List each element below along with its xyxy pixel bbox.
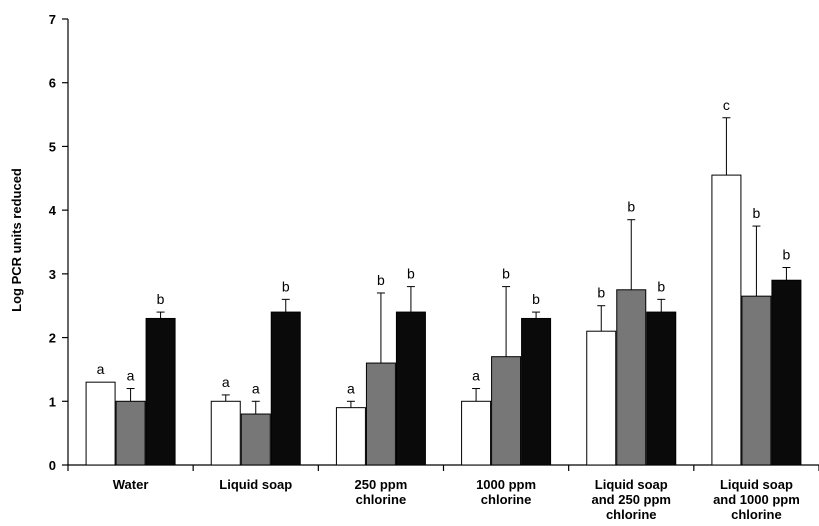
bar bbox=[115, 400, 146, 466]
y-tick-label: 1 bbox=[49, 394, 56, 409]
y-axis-label: Log PCR units reduced bbox=[9, 168, 24, 312]
bar bbox=[240, 413, 271, 466]
category-label-line: Water bbox=[113, 477, 149, 492]
category-label-line: chlorine bbox=[356, 492, 407, 507]
significance-label: b bbox=[532, 291, 540, 307]
category-label: Liquid soap and 250 ppm chlorine bbox=[592, 477, 671, 522]
bar bbox=[646, 311, 677, 466]
category-label: Liquid soap bbox=[219, 477, 292, 492]
significance-label: c bbox=[723, 97, 730, 113]
bar bbox=[395, 311, 426, 466]
category-label-line: and 250 ppm bbox=[592, 492, 671, 507]
significance-label: b bbox=[502, 266, 510, 282]
bar bbox=[145, 317, 176, 466]
category-label-line: and 1000 ppm bbox=[713, 492, 800, 507]
bar bbox=[586, 330, 617, 466]
bar bbox=[711, 174, 742, 466]
category-label: Liquid soap and 1000 ppm chlorine bbox=[713, 477, 800, 522]
category-label-line: Liquid soap bbox=[595, 477, 668, 492]
category-label: 250 ppm chlorine bbox=[355, 477, 408, 507]
significance-label: b bbox=[157, 291, 165, 307]
category-label-line: Liquid soap bbox=[720, 477, 793, 492]
bar bbox=[210, 400, 241, 466]
bar bbox=[616, 289, 647, 466]
y-tick-label: 4 bbox=[49, 203, 57, 218]
category-label-line: chlorine bbox=[481, 492, 532, 507]
significance-label: a bbox=[222, 374, 230, 390]
y-tick-label: 2 bbox=[49, 331, 56, 346]
y-tick-label: 6 bbox=[49, 76, 56, 91]
category-label: Water bbox=[113, 477, 149, 492]
significance-label: b bbox=[407, 266, 415, 282]
category-label-line: 250 ppm bbox=[355, 477, 408, 492]
bar bbox=[461, 400, 492, 466]
significance-label: a bbox=[127, 368, 135, 384]
bar bbox=[85, 381, 116, 466]
significance-label: a bbox=[347, 380, 355, 396]
bars-group: a a b a a b a b b a b b b b b c b b bbox=[85, 97, 802, 466]
y-tick-label: 0 bbox=[49, 458, 56, 473]
category-label-line: Liquid soap bbox=[219, 477, 292, 492]
y-tick-label: 7 bbox=[49, 12, 56, 27]
category-label: 1000 ppm chlorine bbox=[476, 477, 536, 507]
significance-label: a bbox=[252, 380, 260, 396]
significance-label: a bbox=[472, 368, 480, 384]
bar bbox=[365, 362, 396, 466]
category-label-line: chlorine bbox=[731, 507, 782, 522]
significance-label: b bbox=[783, 246, 791, 262]
bar bbox=[521, 317, 552, 466]
y-tick-label: 5 bbox=[49, 139, 56, 154]
significance-label: b bbox=[282, 278, 290, 294]
significance-label: b bbox=[377, 272, 385, 288]
significance-label: b bbox=[657, 278, 665, 294]
bar bbox=[741, 295, 772, 466]
bar bbox=[270, 311, 301, 466]
significance-label: b bbox=[753, 205, 761, 221]
bar bbox=[771, 279, 802, 466]
bar bbox=[335, 407, 366, 466]
significance-label: b bbox=[627, 199, 635, 215]
significance-label: b bbox=[597, 285, 605, 301]
y-axis: 0 1 2 3 4 5 6 7 bbox=[49, 12, 69, 473]
bar bbox=[491, 356, 522, 466]
category-label-line: chlorine bbox=[606, 507, 657, 522]
significance-label: a bbox=[97, 361, 105, 377]
y-tick-label: 3 bbox=[49, 267, 56, 282]
category-label-line: 1000 ppm bbox=[476, 477, 536, 492]
